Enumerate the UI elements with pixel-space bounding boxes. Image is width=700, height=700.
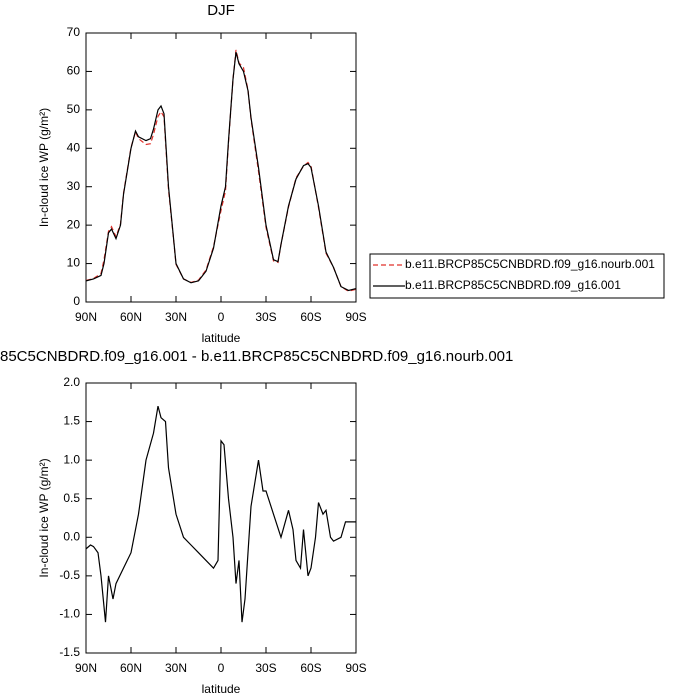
x-tick-label: 60S (300, 310, 321, 324)
x-tick-label: 60N (120, 310, 142, 324)
legend-label: b.e11.BRCP85C5CNBDRD.f09_g16.nourb.001 (405, 257, 655, 271)
y-axis-label: In-cloud ice WP (g/m²) (37, 108, 51, 227)
data-line (85, 405, 356, 623)
y-tick-label: 70 (67, 25, 81, 39)
x-tick-label: 0 (218, 661, 225, 675)
x-tick-label: 90N (75, 661, 97, 675)
y-tick-label: 30 (67, 179, 81, 193)
y-tick-label: 1.5 (63, 414, 80, 428)
y-tick-label: 0 (73, 294, 80, 308)
x-tick-label: 90N (75, 310, 97, 324)
data-line (85, 52, 357, 292)
x-tick-label: 30N (165, 310, 187, 324)
x-tick-label: 90S (345, 310, 366, 324)
y-tick-label: 0.5 (63, 491, 80, 505)
y-tick-label: 1.0 (63, 452, 80, 466)
x-tick-label: 30S (255, 310, 276, 324)
y-tick-label: 40 (67, 140, 81, 154)
x-axis-label: latitude (202, 682, 241, 696)
data-line (85, 49, 357, 292)
chart-title: 85C5CNBDRD.f09_g16.001 - b.e11.BRCP85C5C… (0, 348, 513, 365)
x-tick-label: 90S (345, 661, 366, 675)
plot-frame (85, 32, 357, 303)
y-tick-label: 20 (67, 217, 81, 231)
x-tick-label: 30N (165, 661, 187, 675)
chart-title: DJF (207, 2, 235, 19)
legend-box (369, 253, 665, 299)
plot-frame (85, 382, 357, 654)
y-tick-label: -1.0 (59, 607, 80, 621)
y-axis-label: In-cloud ice WP (g/m²) (37, 458, 51, 577)
y-tick-label: -0.5 (59, 568, 80, 582)
x-tick-label: 0 (218, 310, 225, 324)
y-tick-label: 60 (67, 64, 81, 78)
y-tick-label: 50 (67, 102, 81, 116)
legend-label: b.e11.BRCP85C5CNBDRD.f09_g16.001 (405, 278, 621, 292)
y-tick-label: 10 (67, 256, 81, 270)
y-tick-label: 0.0 (63, 529, 80, 543)
x-tick-label: 60S (300, 661, 321, 675)
x-axis-label: latitude (202, 331, 241, 345)
x-tick-label: 60N (120, 661, 142, 675)
x-tick-label: 30S (255, 661, 276, 675)
y-tick-label: -1.5 (59, 645, 80, 659)
y-tick-label: 2.0 (63, 375, 80, 389)
